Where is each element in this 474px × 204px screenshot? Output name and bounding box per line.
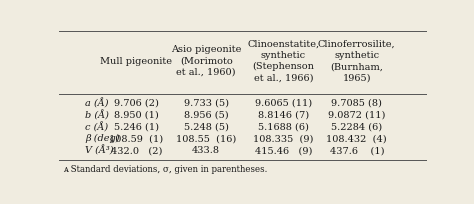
Text: ᴀ Standard deviations, σ, given in parentheses.: ᴀ Standard deviations, σ, given in paren… — [63, 165, 267, 174]
Text: 8.8146 (7): 8.8146 (7) — [258, 111, 309, 120]
Text: 5.2284 (6): 5.2284 (6) — [331, 122, 383, 131]
Text: 5.248 (5): 5.248 (5) — [184, 122, 228, 131]
Text: Clinoferrosilite,
synthetic
(Burnham,
1965): Clinoferrosilite, synthetic (Burnham, 19… — [318, 39, 396, 83]
Text: 108.59  (1): 108.59 (1) — [109, 134, 164, 143]
Text: 433.8: 433.8 — [192, 146, 220, 155]
Text: 415.46   (9): 415.46 (9) — [255, 146, 312, 155]
Text: a (Å): a (Å) — [85, 98, 109, 109]
Text: 8.956 (5): 8.956 (5) — [184, 111, 228, 120]
Text: Clinoenstatite,
synthetic
(Stephenson
et al., 1966): Clinoenstatite, synthetic (Stephenson et… — [247, 39, 319, 83]
Text: 9.733 (5): 9.733 (5) — [184, 99, 228, 108]
Text: 5.246 (1): 5.246 (1) — [114, 122, 159, 131]
Text: Asio pigeonite
(Morimoto
et al., 1960): Asio pigeonite (Morimoto et al., 1960) — [171, 45, 241, 77]
Text: 5.1688 (6): 5.1688 (6) — [258, 122, 309, 131]
Text: 9.0872 (11): 9.0872 (11) — [328, 111, 385, 120]
Text: 108.432  (4): 108.432 (4) — [327, 134, 387, 143]
Text: 108.335  (9): 108.335 (9) — [253, 134, 313, 143]
Text: 9.706 (2): 9.706 (2) — [114, 99, 159, 108]
Text: 9.6065 (11): 9.6065 (11) — [255, 99, 312, 108]
Text: 8.950 (1): 8.950 (1) — [114, 111, 159, 120]
Text: b (Å): b (Å) — [85, 110, 109, 120]
Text: Mull pigeonite: Mull pigeonite — [100, 57, 173, 65]
Text: V (Å³): V (Å³) — [85, 145, 113, 156]
Text: 437.6    (1): 437.6 (1) — [329, 146, 384, 155]
Text: 432.0   (2): 432.0 (2) — [111, 146, 162, 155]
Text: 9.7085 (8): 9.7085 (8) — [331, 99, 382, 108]
Text: c (Å): c (Å) — [85, 122, 108, 132]
Text: β (deg): β (deg) — [85, 134, 119, 143]
Text: 108.55  (16): 108.55 (16) — [176, 134, 237, 143]
